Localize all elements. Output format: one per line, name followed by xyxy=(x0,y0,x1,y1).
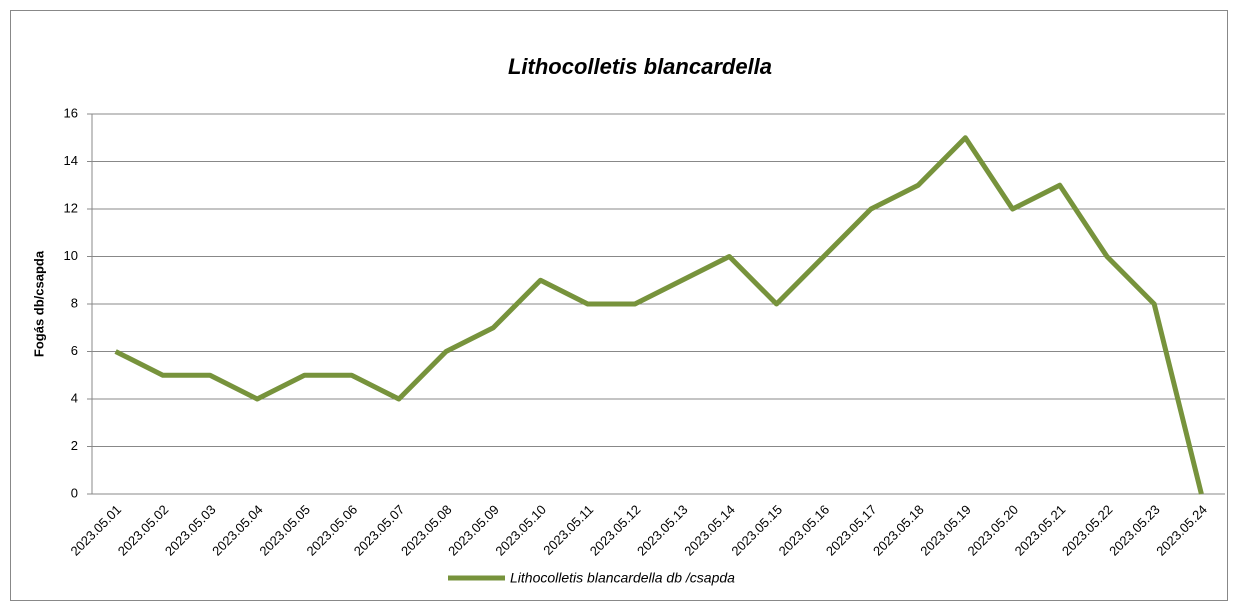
y-tick-label: 8 xyxy=(71,295,78,310)
y-axis-label: Fogás db/csapda xyxy=(31,250,46,357)
y-tick-label: 6 xyxy=(71,343,78,358)
chart-title: Lithocolletis blancardella xyxy=(508,54,772,79)
data-line xyxy=(114,135,1204,495)
legend-label: Lithocolletis blancardella db /csapda xyxy=(510,570,735,586)
y-tick-label: 10 xyxy=(64,248,78,263)
y-tick-label: 0 xyxy=(71,485,78,500)
y-tick-label: 4 xyxy=(71,390,78,405)
y-tick-label: 14 xyxy=(64,153,78,168)
y-tick-label: 12 xyxy=(64,200,78,215)
y-tick-label: 2 xyxy=(71,438,78,453)
y-tick-label: 16 xyxy=(64,105,78,120)
